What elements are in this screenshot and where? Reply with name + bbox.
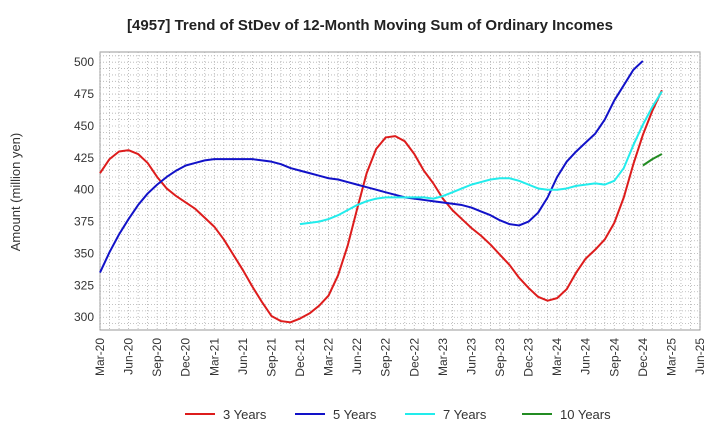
y-tick-label: 425 — [74, 151, 94, 165]
x-tick-label: Dec-21 — [293, 338, 307, 377]
x-tick-label: Sep-23 — [493, 338, 507, 377]
x-tick-label: Jun-23 — [464, 338, 478, 375]
x-tick-label: Jun-21 — [236, 338, 250, 375]
legend-label: 10 Years — [560, 407, 611, 422]
x-tick-label: Sep-20 — [150, 338, 164, 377]
x-tick-label: Mar-23 — [436, 338, 450, 376]
x-tick-labels: Mar-20 Jun-20 Sep-20 Dec-20 Mar-21 Jun-21 Sep-… — [93, 338, 707, 377]
x-tick-label: Sep-21 — [264, 338, 278, 377]
series-line-10-years — [642, 153, 663, 167]
series-lines — [99, 60, 663, 324]
series-line-7-years — [299, 91, 663, 226]
x-tick-label: Sep-22 — [379, 338, 393, 377]
series-line-5-years — [99, 60, 644, 274]
chart-title: [4957] Trend of StDev of 12-Month Moving… — [127, 17, 613, 34]
x-tick-label: Jun-20 — [122, 338, 136, 375]
grid-lines — [99, 52, 701, 330]
series-line-3-years — [99, 89, 663, 324]
legend-label: 3 Years — [223, 407, 267, 422]
y-tick-label: 400 — [74, 183, 94, 197]
y-tick-label: 475 — [74, 87, 94, 101]
x-tick-label: Mar-22 — [322, 338, 336, 376]
y-tick-label: 325 — [74, 278, 94, 292]
x-tick-label: Dec-23 — [522, 338, 536, 377]
x-tick-label: Mar-20 — [93, 338, 107, 376]
legend-label: 7 Years — [443, 407, 487, 422]
y-axis-label: Amount (million yen) — [8, 133, 23, 252]
x-tick-label: Mar-21 — [207, 338, 221, 376]
x-tick-label: Jun-22 — [350, 338, 364, 375]
x-tick-label: Dec-22 — [407, 338, 421, 377]
x-tick-label: Mar-24 — [550, 338, 564, 376]
y-tick-label: 375 — [74, 215, 94, 229]
y-tick-label: 450 — [74, 119, 94, 133]
y-tick-label: 350 — [74, 246, 94, 260]
legend: 3 Years 5 Years 7 Years 10 Years — [185, 407, 611, 422]
x-tick-label: Dec-24 — [636, 338, 650, 377]
x-tick-label: Jun-24 — [579, 338, 593, 375]
y-tick-label: 300 — [74, 310, 94, 324]
y-tick-labels: 300 325 350 375 400 425 450 475 500 — [74, 55, 94, 324]
x-tick-label: Jun-25 — [693, 338, 707, 375]
legend-label: 5 Years — [333, 407, 377, 422]
x-tick-label: Dec-20 — [179, 338, 193, 377]
x-tick-label: Sep-24 — [607, 338, 621, 377]
y-tick-label: 500 — [74, 55, 94, 69]
x-tick-label: Mar-25 — [664, 338, 678, 376]
